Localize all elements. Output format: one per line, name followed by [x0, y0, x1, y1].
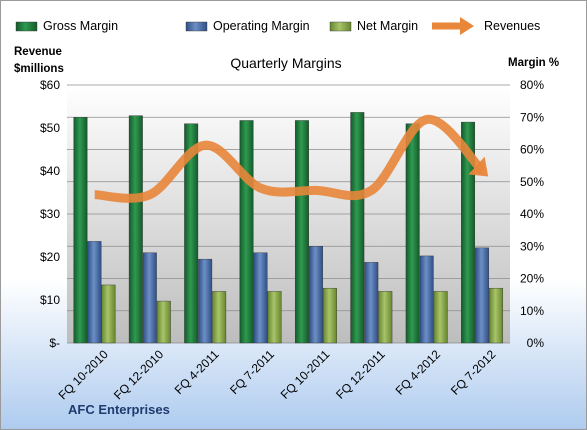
bar-gross-margin	[294, 120, 309, 344]
left-axis-ticks: $- $10 $20 $30 $40 $50 $60	[40, 78, 60, 350]
right-tick-label: 10%	[520, 304, 544, 318]
bar-operating-margin	[308, 246, 323, 344]
bar-operating-margin	[253, 252, 268, 344]
right-tick-label: 40%	[520, 207, 544, 221]
right-tick-label: 60%	[520, 143, 544, 157]
legend: Gross Margin Operating Margin Net Margin Re…	[15, 17, 540, 35]
right-axis-title: Margin %	[508, 57, 559, 69]
right-tick-label: 20%	[520, 272, 544, 286]
left-axis-title-line2: $millions	[14, 63, 64, 75]
left-tick-label: $60	[40, 78, 60, 92]
bar-operating-margin	[419, 255, 434, 344]
legend-label-net-margin: Net Margin	[357, 19, 418, 33]
legend-swatch-operating-margin	[185, 21, 208, 32]
left-axis-title-line1: Revenue	[14, 46, 62, 58]
bar-net-margin	[212, 291, 227, 344]
bar-operating-margin	[364, 262, 379, 344]
left-tick-label: $10	[40, 293, 60, 307]
right-tick-label: 30%	[520, 239, 544, 253]
bar-gross-margin	[128, 115, 143, 344]
legend-label-revenues: Revenues	[484, 19, 540, 33]
legend-swatch-gross-margin	[15, 21, 38, 32]
bar-net-margin	[489, 287, 504, 344]
left-tick-label: $40	[40, 164, 60, 178]
bar-gross-margin	[184, 123, 199, 344]
legend-swatch-net-margin	[329, 21, 352, 32]
bar-gross-margin	[350, 112, 365, 344]
right-tick-label: 50%	[520, 175, 544, 189]
right-tick-label: 0%	[527, 336, 545, 350]
legend-arrow-revenues	[460, 17, 474, 35]
bar-net-margin	[378, 291, 393, 344]
bar-net-margin	[101, 284, 116, 344]
company-name: AFC Enterprises	[68, 402, 170, 417]
revenue-line	[94, 114, 486, 203]
bar-net-margin	[156, 300, 171, 344]
left-tick-label: $-	[49, 336, 60, 350]
left-tick-label: $30	[40, 207, 60, 221]
right-tick-label: 80%	[520, 78, 544, 92]
revenue-line-group	[94, 114, 489, 203]
left-tick-label: $50	[40, 121, 60, 135]
bar-operating-margin	[142, 252, 157, 344]
bar-operating-margin	[475, 247, 490, 344]
bar-gross-margin	[461, 121, 476, 344]
chart-title: Quarterly Margins	[230, 55, 341, 71]
bar-net-margin	[267, 291, 282, 344]
bar-net-margin	[433, 291, 448, 344]
bar-net-margin	[322, 287, 337, 344]
legend-label-operating-margin: Operating Margin	[213, 19, 310, 33]
right-axis-ticks: 0% 10% 20% 30% 40% 50% 60% 70% 80%	[520, 78, 544, 350]
bar-operating-margin	[87, 241, 102, 344]
right-tick-label: 70%	[520, 110, 544, 124]
bar-gross-margin	[405, 123, 420, 344]
revenue-arrowhead	[468, 156, 489, 177]
bar-gross-margin	[73, 117, 88, 344]
left-tick-label: $20	[40, 250, 60, 264]
bars	[73, 112, 504, 344]
legend-label-gross-margin: Gross Margin	[43, 19, 118, 33]
bar-operating-margin	[198, 258, 213, 344]
bar-gross-margin	[239, 120, 254, 344]
